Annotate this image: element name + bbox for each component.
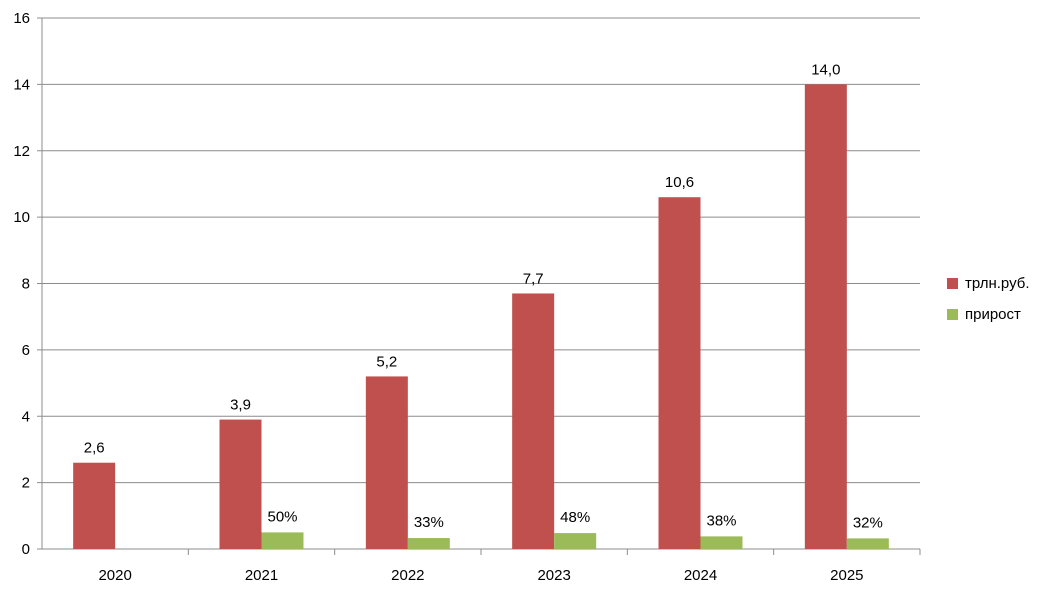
y-tick-label: 10 [13,209,30,226]
data-label-trln-rub: 5,2 [376,353,397,370]
x-tick-label: 2024 [684,567,717,584]
data-label-prirost: 33% [414,514,444,531]
bars [73,84,889,549]
legend-swatch [947,309,958,320]
bar-trln-rub [804,84,847,549]
data-label-trln-rub: 14,0 [811,61,840,78]
data-labels: 2,6 3,9 50% 5,2 33% 7,7 48% 10,6 38% 14,0 32% [84,61,883,531]
y-tick-label: 16 [13,10,30,27]
data-label-trln-rub: 3,9 [230,397,251,414]
bar-trln-rub [658,197,701,549]
y-tick-label: 12 [13,143,30,160]
y-tick-label: 14 [13,76,30,93]
y-tick-label: 6 [22,342,30,359]
x-tick-label: 2022 [391,567,424,584]
y-tick-label: 2 [22,475,30,492]
legend-label: трлн.руб. [965,275,1030,292]
bar-trln-rub [365,376,408,549]
bar-trln-rub [219,419,262,549]
bar-trln-rub [512,293,555,549]
data-label-trln-rub: 2,6 [84,440,105,457]
data-label-prirost: 48% [560,509,590,526]
data-label-trln-rub: 7,7 [523,270,544,287]
bar-prirost [407,538,450,549]
x-tick-label: 2020 [98,567,131,584]
data-label-prirost: 32% [853,514,883,531]
y-tick-label: 8 [22,276,30,293]
data-label-prirost: 50% [267,508,297,525]
gridlines [42,17,920,484]
data-label-trln-rub: 10,6 [665,174,694,191]
x-tick-label: 2025 [830,567,863,584]
bar-prirost [554,533,597,549]
legend: трлн.руб. прирост [947,275,1030,323]
bar-trln-rub [73,462,116,549]
y-tick-label: 4 [22,408,30,425]
bar-prirost [846,538,889,549]
bar-prirost [261,532,304,549]
legend-swatch [947,278,958,289]
y-tick-label: 0 [22,541,30,558]
data-label-prirost: 38% [706,512,736,529]
bar-prirost [700,536,743,549]
axes: 0 2 4 6 8 10 12 14 16 2020 2021 2022 2023 2024 2025 [13,10,921,584]
legend-label: прирост [965,306,1021,323]
x-tick-label: 2021 [245,567,278,584]
x-tick-label: 2023 [537,567,570,584]
